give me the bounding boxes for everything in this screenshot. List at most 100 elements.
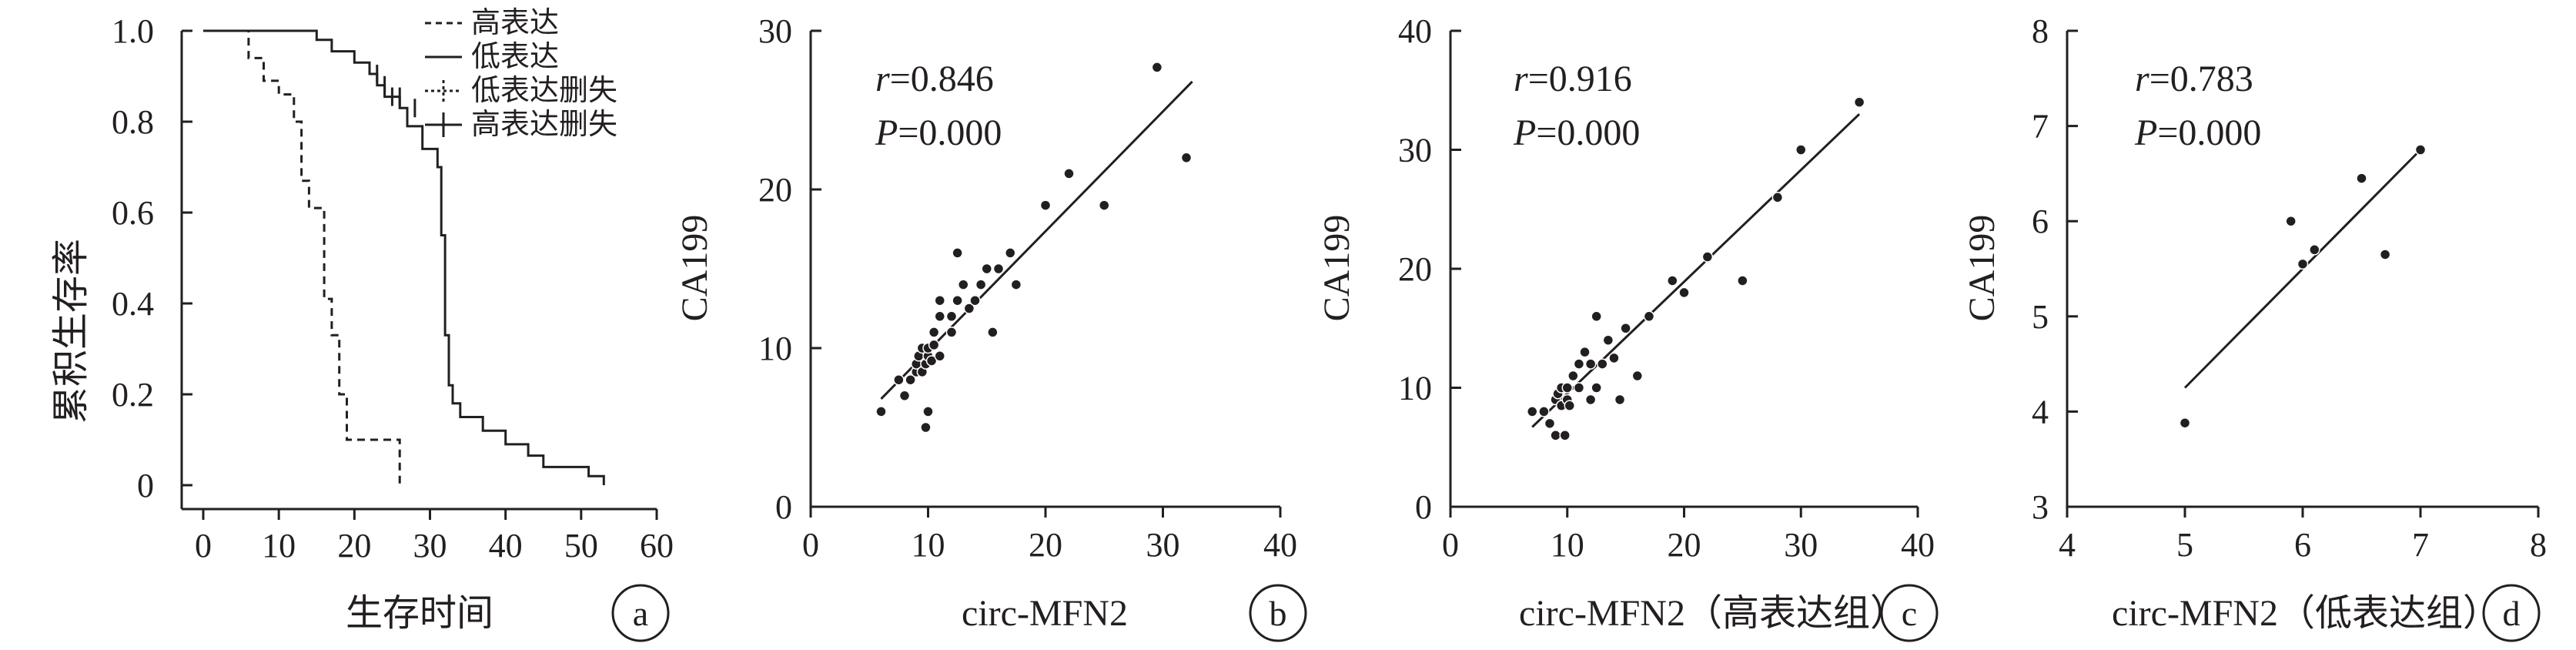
panel-d-data-point <box>2309 244 2320 256</box>
panel-d-y-tick-label: 3 <box>2032 488 2049 526</box>
panel-a-censor-marks <box>376 65 417 118</box>
panel-b-data-point <box>958 279 969 290</box>
panel-d-points <box>2179 144 2427 429</box>
panel-c-y-tick-label: 0 <box>1415 488 1432 526</box>
panel-b-x-tick-label: 40 <box>1263 526 1297 564</box>
svg-text:c: c <box>1902 594 1917 633</box>
panel-c-data-point <box>1526 406 1538 417</box>
panel-a-series <box>203 29 605 485</box>
panel-d-r-stat: r=0.783 <box>2135 59 2253 99</box>
panel-c-data-point <box>1559 430 1571 441</box>
panel-a-series-low <box>203 29 605 485</box>
panel-b-data-point <box>1005 247 1016 259</box>
panel-d-y-tick-label: 8 <box>2032 12 2049 50</box>
legend-label-high-censor: 高表达删失 <box>471 109 617 141</box>
panel-b-data-point <box>969 294 981 307</box>
panel-b-data-point <box>1039 199 1052 211</box>
panel-c-data-point <box>1564 400 1576 411</box>
svg-text:a: a <box>633 594 648 633</box>
panel-d-x-tick-label: 4 <box>2059 526 2076 564</box>
panel-b-x-tick-label: 30 <box>1146 526 1180 564</box>
legend-label-high: 高表达 <box>471 7 559 39</box>
panel-c-x-tick-label: 30 <box>1784 526 1818 564</box>
panel-a-x-tick-label: 30 <box>413 527 447 565</box>
panel-b-y-axis-title: CA199 <box>674 215 715 322</box>
panel-c-data-point <box>1550 430 1561 441</box>
svg-text:b: b <box>1270 594 1287 633</box>
panel-c-y-tick-label: 20 <box>1398 250 1432 288</box>
panel-c-data-point <box>1701 251 1714 263</box>
panel-b-data-point <box>920 421 932 434</box>
panel-b-data-point <box>952 247 963 259</box>
panel-a-y-tick-label: 0.8 <box>112 103 154 141</box>
panel-b-data-point <box>987 327 999 338</box>
panel-a-y-axis-title: 累积生存率 <box>51 239 92 424</box>
panel-d-y-axis-title: CA199 <box>1962 215 2002 322</box>
panel-a-y-tick-label: 0.4 <box>112 285 154 323</box>
panel-b-x-tick-label: 0 <box>802 526 819 564</box>
panel-c-data-point <box>1631 370 1644 382</box>
panel-c-data-point <box>1591 382 1602 394</box>
panel-c-data-point <box>1584 358 1597 370</box>
panel-c-x-tick-label: 40 <box>1901 526 1935 564</box>
panel-c-data-point <box>1538 406 1550 417</box>
panel-c-p-stat: P=0.000 <box>1513 112 1640 153</box>
panel-d-y-tick-label: 5 <box>2032 298 2049 336</box>
panel-a-y-tick-label: 1.0 <box>112 12 154 50</box>
panel-a-x-tick-label: 40 <box>489 527 523 565</box>
panel-a-x-axis-title: 生存时间 <box>346 593 493 634</box>
panel-d-x-axis-title: circ-MFN2（低表达组） <box>2112 593 2500 634</box>
panel-c-data-point <box>1573 382 1585 394</box>
panel-a-ticks: 0 10 20 30 40 50 60 0 0.2 0.4 0.6 0.8 1.0 <box>112 12 674 565</box>
panel-b-data-point <box>898 390 911 402</box>
panel-b-badge: b <box>1249 584 1307 642</box>
panel-b-data-point <box>928 327 940 338</box>
panel-c-y-tick-label: 10 <box>1398 370 1432 407</box>
panel-d-p-stat: P=0.000 <box>2134 112 2261 153</box>
panel-c-data-point <box>1597 358 1608 370</box>
panel-b-x-tick-label: 10 <box>912 526 945 564</box>
panel-b-data-point <box>934 310 945 323</box>
panel-b-y-tick-label: 0 <box>775 488 792 526</box>
panel-d-x-tick-label: 6 <box>2294 526 2311 564</box>
panel-c-data-point <box>1620 323 1631 334</box>
panel-a-x-tick-label: 60 <box>640 527 674 565</box>
panel-b-points <box>875 62 1193 434</box>
panel-d-data-point <box>2179 417 2191 429</box>
panel-a-y-tick-label: 0.2 <box>112 376 154 414</box>
panel-c-data-point <box>1678 286 1690 299</box>
panel-c-data-point <box>1608 352 1620 364</box>
panel-d-data-point <box>2297 258 2309 270</box>
panel-c-data-point <box>1602 334 1614 346</box>
panel-d-data-point <box>2356 173 2367 184</box>
panel-b-p-stat: P=0.000 <box>875 112 1002 153</box>
panel-b-data-point <box>952 294 963 307</box>
panel-c-data-point <box>1771 192 1784 203</box>
panel-b-data-point <box>922 406 934 417</box>
panel-b-data-point <box>1151 62 1163 73</box>
legend-swatch-high-censor <box>425 112 462 137</box>
panel-c-x-tick-label: 10 <box>1551 526 1584 564</box>
panel-b-axes <box>809 31 1280 508</box>
panel-d-y-tick-label: 4 <box>2032 393 2049 431</box>
panel-a-series-high <box>203 29 401 485</box>
panel-b-x-axis-title: circ-MFN2 <box>962 593 1128 634</box>
panel-d-x-tick-label: 7 <box>2412 526 2429 564</box>
panel-d-x-tick-label: 8 <box>2530 526 2547 564</box>
panel-b-scatter-chart: 0 10 20 30 40 0 10 20 30 CA199 circ-MFN2 r=0.846… <box>674 12 1307 642</box>
panel-b-data-point <box>1010 279 1022 290</box>
panel-b-data-point <box>975 279 987 290</box>
panel-b-data-point <box>934 350 945 362</box>
panel-a-x-tick-label: 20 <box>337 527 371 565</box>
panel-a-y-tick-label: 0 <box>137 467 154 504</box>
panel-a-x-tick-label: 50 <box>564 527 598 565</box>
panel-d-x-tick-label: 5 <box>2176 526 2193 564</box>
panel-c-data-point <box>1795 144 1807 156</box>
panel-c-axes <box>1449 31 1918 508</box>
panel-a-badge: a <box>611 584 670 642</box>
panel-a-x-tick-label: 10 <box>262 527 296 565</box>
panel-c-data-point <box>1737 275 1748 286</box>
